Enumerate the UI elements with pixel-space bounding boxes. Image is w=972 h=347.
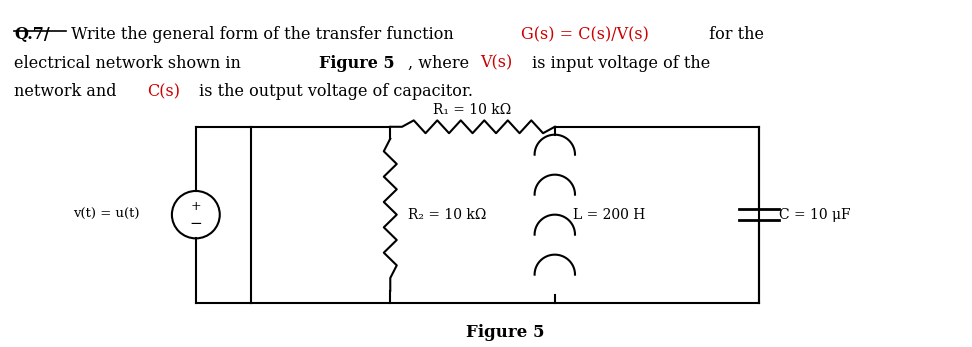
Text: electrical network shown in: electrical network shown in xyxy=(15,55,246,72)
Text: V(s): V(s) xyxy=(480,55,512,72)
Text: is the output voltage of capacitor.: is the output voltage of capacitor. xyxy=(193,83,472,100)
Text: C = 10 μF: C = 10 μF xyxy=(780,208,850,222)
Text: is input voltage of the: is input voltage of the xyxy=(527,55,711,72)
Text: R₂ = 10 kΩ: R₂ = 10 kΩ xyxy=(408,208,487,222)
Text: Figure 5: Figure 5 xyxy=(466,324,544,341)
Text: L = 200 H: L = 200 H xyxy=(573,208,645,222)
Text: , where: , where xyxy=(408,55,474,72)
Text: Write the general form of the transfer function: Write the general form of the transfer f… xyxy=(66,26,459,43)
Text: +: + xyxy=(191,200,201,213)
Text: Figure 5: Figure 5 xyxy=(320,55,395,72)
Text: C(s): C(s) xyxy=(147,83,180,100)
Text: Q.7/: Q.7/ xyxy=(15,26,51,43)
Text: R₁ = 10 kΩ: R₁ = 10 kΩ xyxy=(434,103,511,117)
Text: network and: network and xyxy=(15,83,122,100)
Text: v(t) = u(t): v(t) = u(t) xyxy=(73,208,139,221)
Text: −: − xyxy=(190,217,202,230)
Text: for the: for the xyxy=(705,26,764,43)
Text: G(s) = C(s)/V(s): G(s) = C(s)/V(s) xyxy=(521,26,648,43)
